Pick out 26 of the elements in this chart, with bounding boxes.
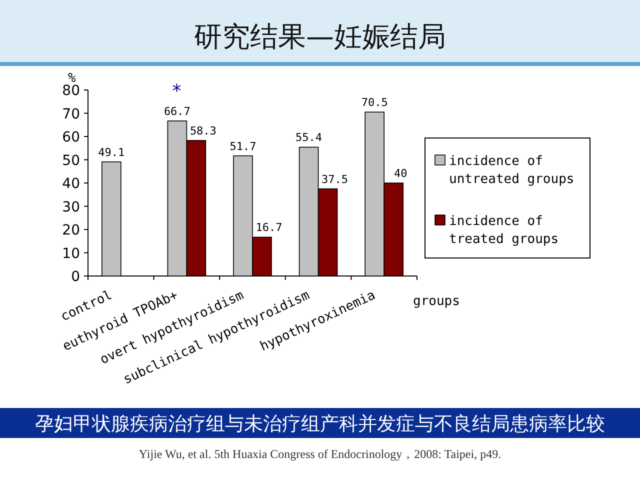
text: Yijie Wu, et al. 5th Huaxia Congress of Endocrinology，2008: Taipei, p49. (138, 447, 502, 461)
data-label: 49.1 (98, 146, 125, 159)
legend-label: incidence of untreated groups (449, 154, 574, 187)
data-label: 58.3 (190, 124, 216, 138)
y-axis-title: % (68, 71, 76, 86)
y-tick-label: 30 (62, 199, 80, 216)
y-tick-label: 80 (62, 83, 80, 99)
data-label: 51.7 (230, 140, 256, 153)
x-axis-title: groups (413, 294, 460, 309)
data-label: 55.4 (296, 131, 322, 144)
data-label: 66.7 (164, 104, 190, 118)
annotation: * (172, 80, 182, 102)
y-tick-label: 50 (62, 152, 80, 169)
y-tick-label: 70 (62, 106, 80, 122)
legend-label: incidence of treated groups (449, 214, 559, 247)
y-tick-label: 40 (62, 176, 80, 192)
data-label: 16.7 (256, 221, 282, 234)
data-label: 37.5 (322, 172, 348, 186)
chart-title: 研究结果—妊娠结局 (194, 20, 446, 53)
y-tick-label: 60 (62, 130, 80, 146)
data-label: 40 (394, 167, 408, 180)
text: 孕妇甲状腺疾病治疗组与未治疗组产科并发症与不良结局患病率比较 (35, 413, 605, 435)
y-tick-label: 0 (71, 269, 80, 285)
data-label: 70.5 (361, 96, 388, 110)
y-tick-label: 20 (62, 222, 80, 238)
y-tick-label: 10 (62, 246, 80, 262)
